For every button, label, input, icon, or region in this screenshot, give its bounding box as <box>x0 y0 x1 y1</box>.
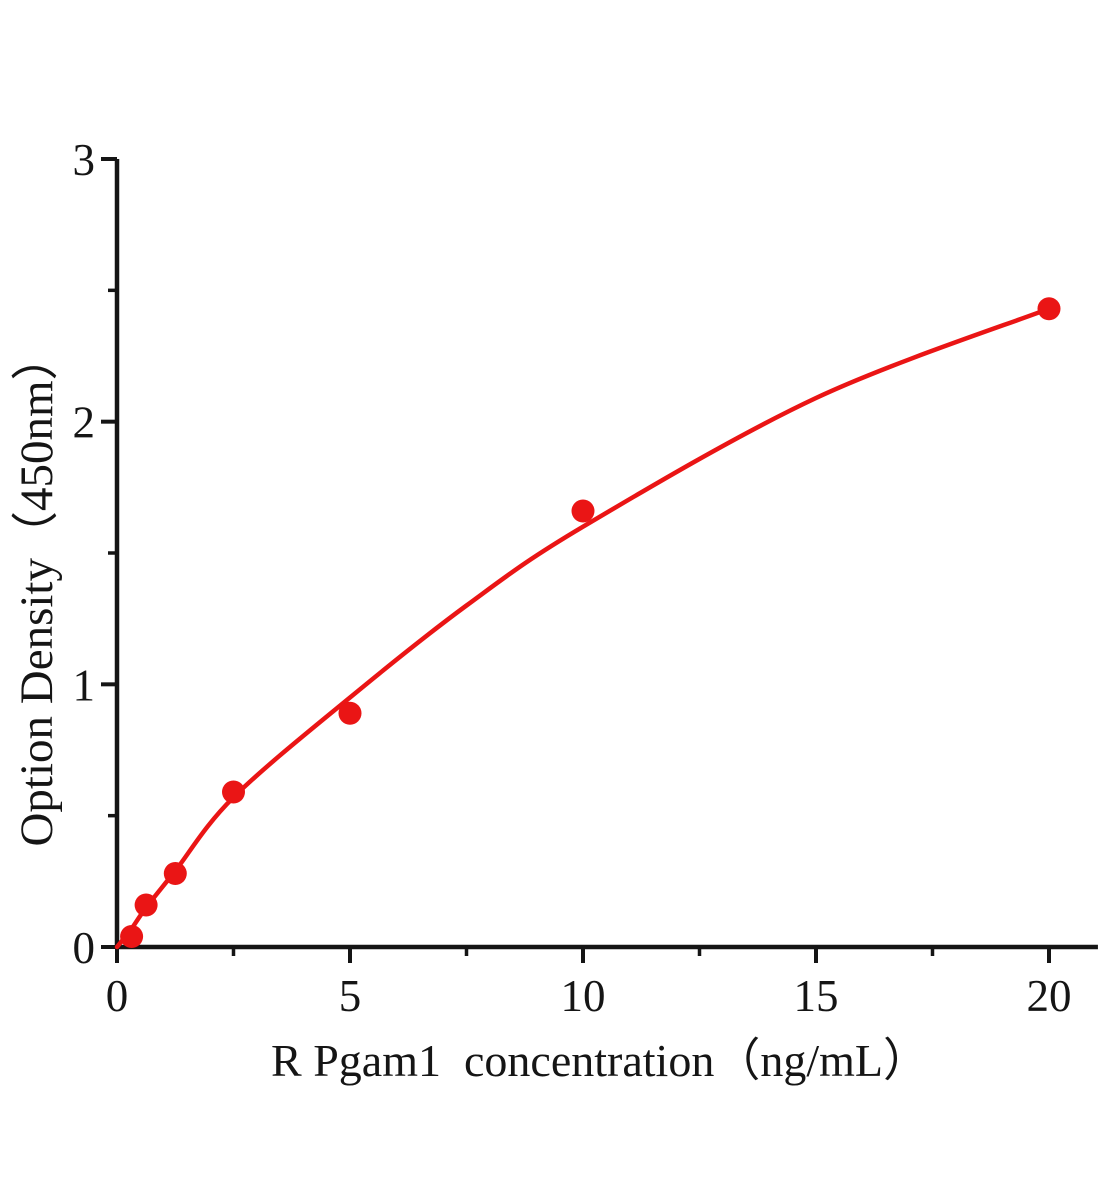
y-axis-tick-label: 2 <box>73 398 96 448</box>
data-point <box>134 893 158 917</box>
y-axis-title: Option Density（450nm） <box>11 333 64 847</box>
x-axis-tick-label: 20 <box>1027 971 1072 1021</box>
data-point <box>163 862 187 885</box>
x-axis-title: R Pgam1 concentration（ng/mL） <box>271 1035 929 1086</box>
data-point <box>571 499 595 523</box>
data-point <box>222 780 245 804</box>
data-point <box>120 925 144 948</box>
data-point <box>338 701 362 725</box>
y-axis-tick-label: 3 <box>73 135 96 185</box>
y-axis-tick-label: 1 <box>73 660 96 710</box>
x-axis-tick-label: 10 <box>561 971 606 1021</box>
data-point <box>1037 297 1061 321</box>
x-axis-tick-label: 15 <box>794 971 839 1021</box>
standard-curve-line <box>114 306 1052 950</box>
y-axis-tick-label: 0 <box>73 923 96 973</box>
x-axis-tick-label: 5 <box>339 971 362 1021</box>
x-axis-tick-label: 0 <box>106 971 129 1021</box>
